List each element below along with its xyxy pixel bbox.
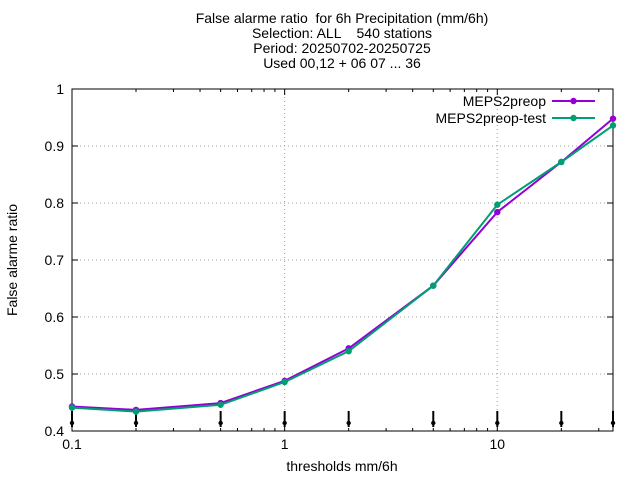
station-marks <box>69 411 616 427</box>
series-2-point <box>132 408 140 415</box>
legend-label-2: MEPS2preop-test <box>436 110 547 126</box>
x-tick-label: 0.1 <box>62 436 82 452</box>
series-2-point <box>494 201 501 208</box>
title-line-4: Used 00,12 + 06 07 ... 36 <box>263 55 421 71</box>
series-2-point <box>609 122 617 129</box>
y-tick-label: 0.9 <box>45 138 65 154</box>
y-tick-label: 1 <box>56 81 64 97</box>
y-tick-label: 0.6 <box>45 309 65 325</box>
plot-frame <box>71 88 614 432</box>
y-tick-label: 0.4 <box>45 423 65 439</box>
series-1-point <box>609 115 617 122</box>
y-tick-label: 0.7 <box>45 252 65 268</box>
threshold-dot <box>282 420 287 426</box>
y-tick-label: 0.5 <box>45 366 65 382</box>
series-2-point <box>281 378 288 386</box>
grid <box>72 89 613 431</box>
threshold-dot <box>610 420 616 426</box>
threshold-dot <box>346 420 351 426</box>
threshold-dot <box>69 420 75 426</box>
series-lines <box>68 115 617 415</box>
series-1-point <box>494 208 501 216</box>
y-axis-label: False alarme ratio <box>4 204 20 316</box>
threshold-dot <box>559 420 564 426</box>
series-2-point <box>430 282 437 289</box>
x-tick-label: 1 <box>281 436 289 452</box>
series-2-point <box>345 348 352 355</box>
threshold-dot <box>133 420 139 426</box>
axis-ticks: 0.4 0.5 0.6 0.7 0.8 0.9 1 0.1 1 10 <box>45 81 613 452</box>
legend-label-1: MEPS2preop <box>463 93 546 109</box>
series-2-point <box>217 401 224 408</box>
series-line-2 <box>71 124 614 413</box>
title-line-1: False alarme ratio for 6h Precipitation … <box>195 10 489 26</box>
x-axis-label: thresholds mm/6h <box>286 458 397 474</box>
legend-marker-1 <box>570 97 577 105</box>
y-tick-label: 0.8 <box>45 195 65 211</box>
threshold-dot <box>431 420 436 426</box>
chart-title: False alarme ratio for 6h Precipitation … <box>0 11 640 71</box>
title-line-2: Selection: ALL 540 stations <box>251 25 433 41</box>
threshold-dot <box>218 420 223 426</box>
x-tick-label: 10 <box>490 436 506 452</box>
title-line-3: Period: 20250702-20250725 <box>253 40 431 56</box>
series-2-point <box>68 404 76 411</box>
series-2-point <box>558 158 565 166</box>
series-line-1 <box>71 117 614 411</box>
threshold-dot <box>495 420 500 426</box>
legend-marker-2 <box>570 114 577 122</box>
